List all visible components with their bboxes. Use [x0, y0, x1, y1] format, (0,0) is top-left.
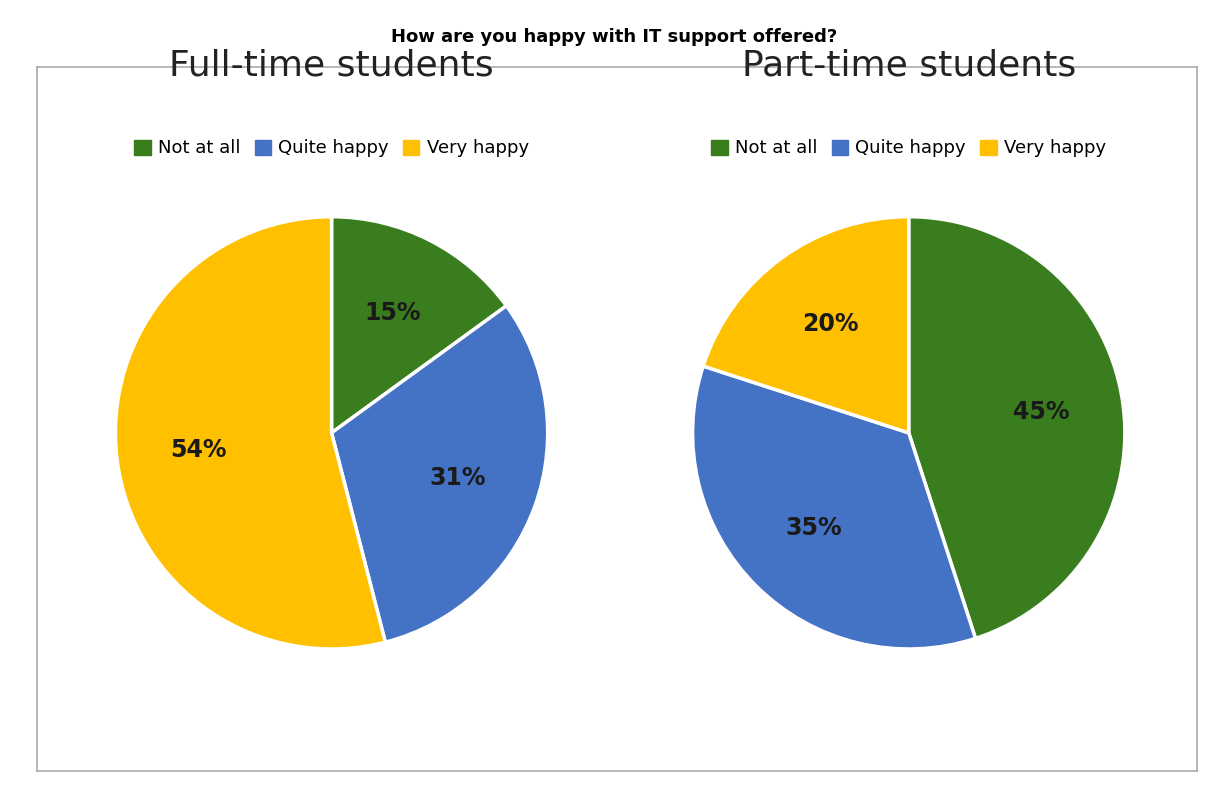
Wedge shape [115, 216, 386, 649]
Wedge shape [332, 216, 506, 433]
Text: 35%: 35% [786, 515, 842, 540]
Wedge shape [332, 306, 548, 642]
Title: Part-time students: Part-time students [742, 49, 1076, 83]
Legend: Not at all, Quite happy, Very happy: Not at all, Quite happy, Very happy [134, 139, 529, 157]
Text: 20%: 20% [802, 312, 858, 336]
Text: How are you happy with IT support offered?: How are you happy with IT support offere… [391, 28, 837, 46]
Text: 54%: 54% [171, 438, 227, 462]
Text: 15%: 15% [365, 301, 421, 326]
Wedge shape [909, 216, 1125, 638]
Title: Full-time students: Full-time students [169, 49, 494, 83]
Legend: Not at all, Quite happy, Very happy: Not at all, Quite happy, Very happy [711, 139, 1106, 157]
Wedge shape [704, 216, 909, 433]
Text: 31%: 31% [430, 466, 486, 490]
Wedge shape [693, 366, 975, 649]
Text: 45%: 45% [1013, 400, 1070, 424]
